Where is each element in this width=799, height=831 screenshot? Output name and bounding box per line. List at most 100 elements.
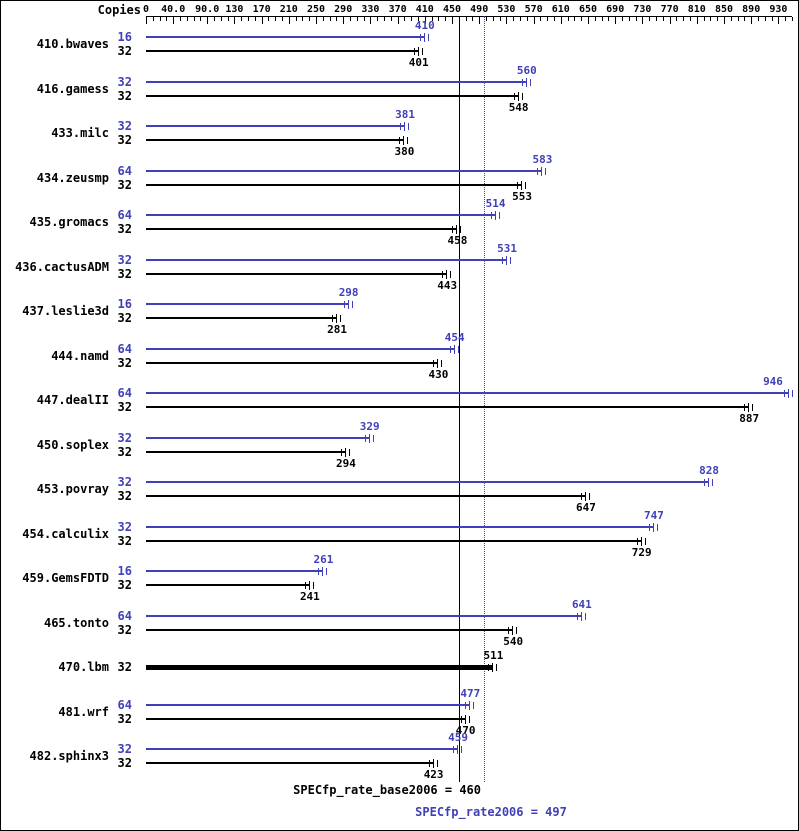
x-axis-tick <box>656 17 657 21</box>
x-axis-tick <box>588 17 589 24</box>
copies-label: 64 <box>117 386 132 400</box>
x-axis-tick-label: 810 <box>687 4 706 15</box>
peak-result-label: SPECfp_rate2006 = 497 <box>415 805 567 819</box>
base-bar <box>146 228 458 230</box>
x-axis-tick-label: 90.0 <box>195 4 220 15</box>
bar-error-tick <box>473 701 475 709</box>
bar-value-label: 458 <box>447 234 468 247</box>
bar-value-label: 887 <box>739 412 760 425</box>
x-axis-tick-label: 370 <box>388 4 407 15</box>
bar-value-label: 514 <box>485 197 506 210</box>
x-axis-tick-label: 650 <box>578 4 598 15</box>
peak-bar <box>146 214 496 216</box>
benchmark-label: 450.soplex <box>36 437 109 452</box>
bar-error-tick <box>656 523 658 531</box>
benchmark-label: 454.calculix <box>22 526 109 541</box>
peak-bar <box>146 481 710 483</box>
x-axis-tick <box>567 17 569 21</box>
x-axis-tick <box>676 17 678 21</box>
benchmark-label: 481.wrf <box>58 704 109 719</box>
x-axis-tick <box>200 17 202 21</box>
x-axis-tick-label: 40.0 <box>161 4 186 15</box>
copies-label: 64 <box>117 163 132 178</box>
bar-error-tick <box>326 568 328 575</box>
x-axis-tick <box>526 17 528 21</box>
x-axis-tick <box>350 17 351 21</box>
bar-value-label: 298 <box>338 286 359 299</box>
bar-end-cap <box>336 314 338 323</box>
benchmark-label: 444.namd <box>51 348 109 363</box>
x-axis-tick <box>717 17 719 21</box>
bar-error-tick <box>502 256 504 264</box>
peak-reference-line <box>483 16 485 782</box>
x-axis-tick <box>234 17 236 24</box>
copies-label: 32 <box>117 622 132 637</box>
x-axis-tick <box>166 17 168 21</box>
bar-error-tick <box>584 612 586 620</box>
copies-label: 32 <box>117 266 132 281</box>
x-axis-tick-label: 290 <box>334 4 353 15</box>
x-axis-tick-label: 210 <box>279 4 298 15</box>
bar-error-tick <box>453 746 455 753</box>
bar-value-label: 380 <box>394 145 415 158</box>
bar-value-label: 729 <box>631 545 652 559</box>
base-bar <box>146 717 466 720</box>
x-axis-tick <box>275 17 277 21</box>
bar-error-tick <box>704 479 706 486</box>
x-axis-tick <box>683 17 685 21</box>
x-axis-tick <box>152 17 154 21</box>
x-axis-tick <box>594 17 596 21</box>
x-axis-tick <box>744 17 746 21</box>
x-axis-tick <box>554 17 555 21</box>
copies-label: 64 <box>117 697 132 712</box>
bar-end-cap <box>788 389 790 398</box>
x-axis-tick <box>608 17 610 21</box>
bar-error-tick <box>413 48 415 55</box>
x-axis-tick-label: 450 <box>442 4 462 15</box>
bar-value-label: 946 <box>763 375 783 388</box>
x-axis-tick <box>540 17 542 21</box>
bar-error-tick <box>400 123 402 130</box>
x-axis-tick <box>282 17 283 21</box>
bar-error-tick <box>457 345 459 353</box>
x-axis-tick <box>730 17 732 21</box>
x-axis-tick <box>390 17 392 21</box>
benchmark-label: 482.sphinx3 <box>29 749 109 763</box>
bar-error-tick <box>588 493 590 500</box>
bar-error-tick <box>792 390 794 397</box>
bar-error-tick <box>441 359 443 367</box>
bar-end-cap <box>437 358 439 368</box>
x-axis-tick <box>295 17 297 21</box>
peak-bar <box>146 703 471 706</box>
base-bar <box>146 272 448 275</box>
bar-error-tick <box>712 479 714 486</box>
bar-error-tick <box>450 270 452 278</box>
x-axis-tick <box>418 17 419 21</box>
x-axis-tick-label: 0 <box>142 4 150 15</box>
x-axis-tick <box>452 17 453 24</box>
x-axis-tick <box>465 17 467 21</box>
copies-label: 32 <box>117 444 132 459</box>
x-axis-tick <box>384 17 385 21</box>
x-axis-tick <box>316 17 317 24</box>
bar-error-tick <box>490 212 492 219</box>
x-axis-tick-label: 570 <box>524 4 543 15</box>
x-axis-tick <box>642 17 644 24</box>
base-bar <box>146 317 338 319</box>
x-axis-tick-label: 610 <box>551 4 570 15</box>
bar-end-cap <box>446 269 448 279</box>
bar-error-tick <box>407 137 409 144</box>
copies-label: 64 <box>117 208 132 222</box>
copies-label: 16 <box>117 297 132 311</box>
bar-error-tick <box>648 523 650 531</box>
bar-end-cap <box>322 567 324 576</box>
copies-label: 32 <box>117 311 132 325</box>
peak-bar <box>146 169 543 172</box>
bar-error-tick <box>644 537 646 545</box>
x-axis-tick <box>690 17 691 21</box>
bar-error-tick <box>428 760 430 767</box>
x-axis-tick-label: 730 <box>633 4 652 15</box>
bar-value-label: 381 <box>395 108 416 121</box>
bar-end-cap <box>456 225 458 234</box>
x-axis-tick <box>180 17 181 21</box>
